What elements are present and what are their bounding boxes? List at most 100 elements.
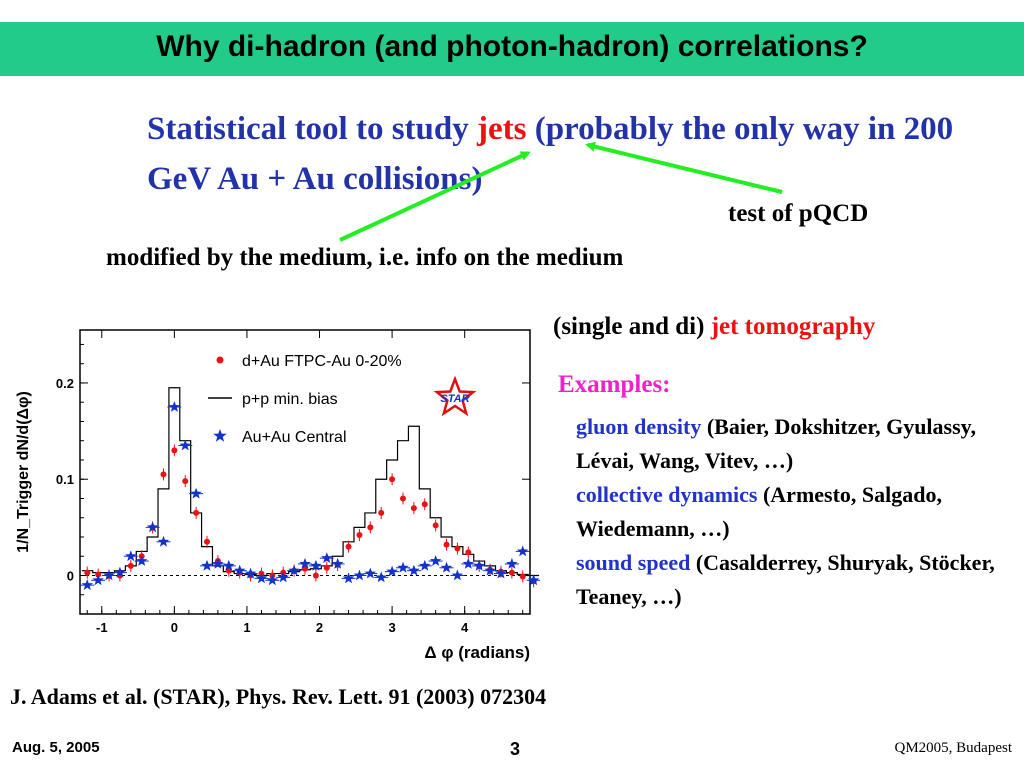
reference: J. Adams et al. (STAR), Phys. Rev. Lett.… — [10, 684, 547, 709]
auau-point — [321, 552, 333, 563]
y-tick-label: 0.1 — [56, 472, 74, 487]
dau-point — [508, 569, 515, 576]
legend-label-auau: Au+Au Central — [242, 429, 347, 446]
jets-highlight: jets — [477, 111, 527, 147]
auau-point — [506, 557, 518, 569]
auau-point — [495, 567, 507, 579]
auau-point — [212, 557, 224, 569]
dau-point — [421, 501, 428, 508]
auau-point — [419, 559, 431, 571]
example-topic: sound speed — [576, 550, 691, 575]
y-tick-label: 0 — [67, 568, 74, 583]
intro-text: Statistical tool to study jets (probably… — [147, 104, 967, 204]
auau-point — [255, 572, 268, 584]
auau-point — [408, 564, 420, 576]
auau-point — [473, 559, 485, 571]
x-tick-label: 1 — [243, 620, 250, 635]
dau-point — [84, 569, 91, 576]
dau-point — [193, 509, 200, 516]
dau-point — [465, 549, 472, 556]
auau-point — [223, 559, 235, 571]
conference-label: QM2005, Budapest — [894, 740, 1013, 756]
auau-point — [168, 401, 181, 412]
dau-point — [443, 541, 450, 548]
title-bar: Why di-hadron (and photon-hadron) correl… — [0, 22, 1024, 76]
legend-label-dau: d+Au FTPC-Au 0-20% — [242, 353, 402, 370]
pqcd-label: test of pQCD — [728, 200, 869, 227]
auau-point — [81, 579, 93, 590]
auau-point — [342, 572, 355, 584]
auau-point — [353, 569, 366, 581]
dau-point — [356, 532, 363, 539]
auau-point — [332, 557, 344, 569]
legend-label-pp: p+p min. bias — [242, 391, 338, 408]
auau-point — [527, 574, 540, 586]
example-item: collective dynamics (Armesto, Salgado, W… — [576, 478, 1016, 546]
pp-histogram — [81, 387, 540, 577]
star-logo-icon — [433, 375, 477, 417]
auau-point — [462, 557, 474, 569]
tomography-highlight: jet tomography — [710, 313, 876, 340]
auau-point — [451, 569, 464, 581]
auau-point — [136, 555, 148, 566]
examples-title: Examples: — [558, 371, 671, 398]
dau-point — [432, 522, 439, 529]
auau-point — [125, 550, 137, 562]
dau-point — [127, 562, 134, 569]
star-logo-text: STAR — [440, 393, 469, 405]
y-tick-label: 0.2 — [56, 376, 74, 391]
example-topic: gluon density — [576, 414, 702, 439]
x-tick-label: 4 — [461, 620, 469, 635]
auau-point — [244, 567, 257, 579]
y-axis-title: 1/N_Trigger dN/d(Δφ) — [15, 391, 32, 553]
example-item: sound speed (Casalderrey, Shuryak, Stöck… — [576, 546, 1016, 614]
tomography-prefix: (single and di) — [553, 313, 711, 340]
example-authors: (Casalderrey, Shuryak, Stöcker, Teaney, … — [576, 550, 995, 609]
medium-label: modified by the medium, i.e. info on the… — [106, 244, 624, 271]
x-tick-label: 2 — [316, 620, 323, 635]
arrow-pqcd-to-jets — [585, 141, 783, 194]
auau-point — [375, 571, 387, 583]
auau-point — [179, 439, 191, 451]
auau-point — [310, 559, 322, 571]
dau-point — [410, 505, 417, 512]
example-item: gluon density (Baier, Dokshitzer, Gyulas… — [576, 410, 1016, 478]
dau-point — [454, 545, 461, 552]
dau-point — [389, 476, 396, 483]
legend-marker-dau — [216, 356, 224, 364]
auau-point — [484, 564, 496, 576]
auau-point — [190, 487, 202, 499]
dau-point — [160, 471, 167, 478]
auau-point — [201, 559, 213, 571]
intro-part1: Statistical tool to study — [147, 111, 477, 147]
correlation-plot: -1 0 1 2 3 4 0 0.1 0.2 Δ φ (radians) 1/N_Trigger d… — [15, 329, 540, 662]
example-authors: (Armesto, Salgado, Wiedemann, …) — [576, 482, 943, 541]
example-authors: (Baier, Dokshitzer, Gyulassy, Lévai, Wan… — [576, 414, 976, 473]
date: Aug. 5, 2005 — [12, 739, 100, 756]
auau-point — [103, 569, 115, 581]
auau-point — [266, 574, 278, 586]
auau-point — [146, 521, 159, 533]
dau-point — [182, 478, 189, 485]
auau-point — [386, 565, 398, 577]
arrow-medium-to-jets — [339, 151, 531, 242]
auau-point — [288, 564, 300, 576]
dau-point — [367, 524, 374, 531]
dau-point — [378, 509, 385, 516]
examples-list: gluon density (Baier, Dokshitzer, Gyulas… — [576, 410, 1016, 614]
dau-point — [399, 495, 406, 502]
slide-title: Why di-hadron (and photon-hadron) correl… — [156, 30, 868, 63]
auau-point — [114, 566, 126, 578]
intro-part2: (probably the only way in 200 GeV Au + A… — [147, 111, 954, 197]
auau-point — [277, 571, 289, 583]
auau-point — [234, 564, 246, 576]
dau-point — [345, 543, 352, 550]
x-tick-label: -1 — [96, 620, 108, 635]
x-tick-label: 0 — [171, 620, 178, 635]
legend-marker-auau — [213, 429, 227, 442]
auau-point — [364, 567, 376, 579]
dau-point — [204, 538, 211, 545]
auau-point — [157, 535, 170, 547]
x-axis-title: Δ φ (radians) — [424, 643, 530, 662]
